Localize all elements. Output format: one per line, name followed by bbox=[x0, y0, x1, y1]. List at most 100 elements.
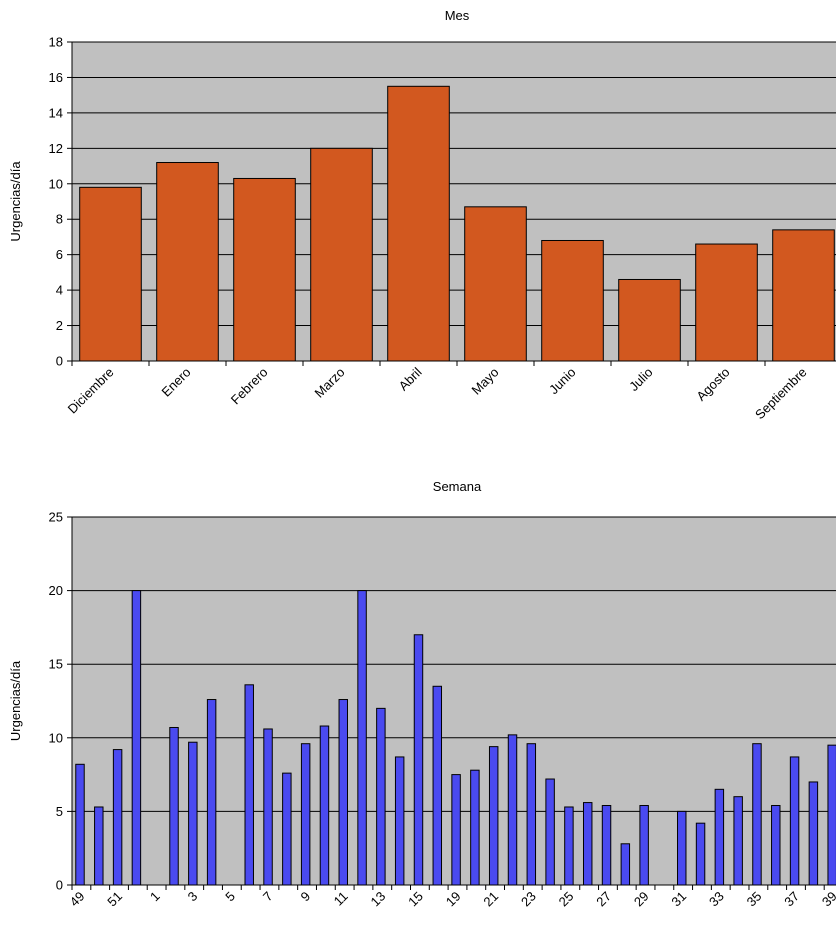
bar bbox=[282, 772, 292, 886]
bar bbox=[79, 186, 142, 362]
bar bbox=[394, 756, 405, 886]
chart-title: Mes bbox=[445, 8, 470, 23]
bar bbox=[526, 743, 537, 886]
bar bbox=[620, 843, 631, 886]
bar bbox=[451, 774, 461, 886]
x-tick-label: 1 bbox=[147, 889, 163, 905]
bar bbox=[470, 769, 480, 886]
y-tick-label: 10 bbox=[49, 730, 63, 745]
bar bbox=[338, 699, 348, 886]
bar bbox=[131, 590, 142, 886]
bar bbox=[582, 802, 593, 886]
x-tick-label: 15 bbox=[405, 889, 426, 910]
bar bbox=[789, 756, 800, 886]
chart-title: Semana bbox=[433, 479, 482, 494]
x-tick-label: 29 bbox=[631, 889, 652, 910]
bar bbox=[112, 749, 123, 886]
bar bbox=[376, 707, 386, 886]
x-tick-label: 33 bbox=[706, 889, 727, 910]
x-tick-label: 5 bbox=[222, 889, 238, 905]
bar bbox=[601, 805, 612, 886]
y-tick-label: 14 bbox=[49, 105, 63, 120]
bar bbox=[156, 162, 219, 362]
y-tick-label: 18 bbox=[49, 35, 63, 50]
x-tick-label: Abril bbox=[396, 364, 425, 393]
y-tick-label: 4 bbox=[56, 283, 63, 298]
bar bbox=[714, 788, 725, 886]
y-tick-label: 0 bbox=[56, 878, 63, 893]
y-tick-label: 25 bbox=[49, 510, 63, 525]
bar bbox=[357, 590, 367, 886]
bar bbox=[94, 806, 104, 886]
x-tick-label: 39 bbox=[819, 889, 836, 910]
y-tick-label: 20 bbox=[49, 583, 63, 598]
bar bbox=[75, 763, 85, 886]
y-axis-title: Urgencias/día bbox=[8, 161, 23, 242]
y-tick-label: 10 bbox=[49, 176, 63, 191]
bar bbox=[639, 805, 649, 886]
x-tick-label: Diciembre bbox=[65, 365, 117, 417]
x-tick-label: 37 bbox=[781, 889, 802, 910]
x-tick-label: 7 bbox=[260, 889, 276, 905]
y-tick-label: 6 bbox=[56, 247, 63, 262]
bar bbox=[771, 805, 781, 886]
x-tick-label: 27 bbox=[593, 889, 614, 910]
x-tick-label: 35 bbox=[744, 889, 765, 910]
x-tick-label: 3 bbox=[185, 889, 201, 905]
x-tick-label: Febrero bbox=[228, 365, 271, 408]
y-axis-title: Urgencias/día bbox=[8, 660, 23, 741]
bar bbox=[488, 746, 499, 886]
bar bbox=[206, 699, 217, 886]
bar bbox=[752, 743, 762, 886]
bar bbox=[618, 278, 681, 362]
bar bbox=[695, 822, 706, 886]
x-tick-label: 13 bbox=[368, 889, 389, 910]
x-tick-label: Agosto bbox=[693, 365, 732, 404]
x-tick-label: 23 bbox=[518, 889, 539, 910]
y-tick-label: 15 bbox=[49, 657, 63, 672]
y-tick-label: 8 bbox=[56, 212, 63, 227]
bar bbox=[233, 177, 296, 362]
x-tick-label: 51 bbox=[104, 889, 125, 910]
x-tick-label: 49 bbox=[67, 889, 88, 910]
bar bbox=[464, 206, 527, 362]
x-tick-label: 21 bbox=[480, 889, 501, 910]
bar bbox=[310, 147, 373, 362]
x-tick-label: 11 bbox=[331, 889, 351, 909]
x-tick-label: Mayo bbox=[469, 365, 502, 398]
x-tick-label: Septiembre bbox=[752, 365, 810, 423]
bar bbox=[808, 781, 819, 886]
bar bbox=[564, 806, 574, 886]
x-tick-label: 31 bbox=[668, 889, 689, 910]
x-tick-label: 19 bbox=[443, 889, 464, 910]
bar bbox=[432, 685, 443, 886]
x-tick-label: 9 bbox=[297, 889, 313, 905]
bar bbox=[677, 810, 687, 886]
bar bbox=[772, 229, 835, 362]
x-tick-label: Enero bbox=[158, 365, 193, 400]
bar bbox=[541, 239, 604, 362]
bar bbox=[169, 726, 179, 886]
bar bbox=[387, 85, 450, 362]
y-tick-label: 16 bbox=[49, 70, 63, 85]
bar bbox=[413, 634, 424, 886]
x-tick-label: Junio bbox=[546, 365, 579, 398]
bar bbox=[695, 243, 758, 362]
y-tick-label: 12 bbox=[49, 141, 63, 156]
bar bbox=[545, 778, 555, 886]
bar bbox=[300, 743, 311, 886]
x-tick-label: 25 bbox=[556, 889, 577, 910]
x-tick-label: Julio bbox=[626, 365, 656, 395]
y-tick-label: 2 bbox=[56, 318, 63, 333]
bar bbox=[827, 744, 836, 886]
bar bbox=[733, 796, 743, 886]
y-tick-label: 5 bbox=[56, 804, 63, 819]
bar bbox=[319, 725, 330, 886]
bar bbox=[263, 728, 273, 886]
y-tick-label: 0 bbox=[56, 354, 63, 369]
x-tick-label: Marzo bbox=[311, 365, 347, 401]
bar bbox=[244, 684, 254, 886]
bar bbox=[507, 734, 518, 886]
bar bbox=[188, 741, 198, 886]
